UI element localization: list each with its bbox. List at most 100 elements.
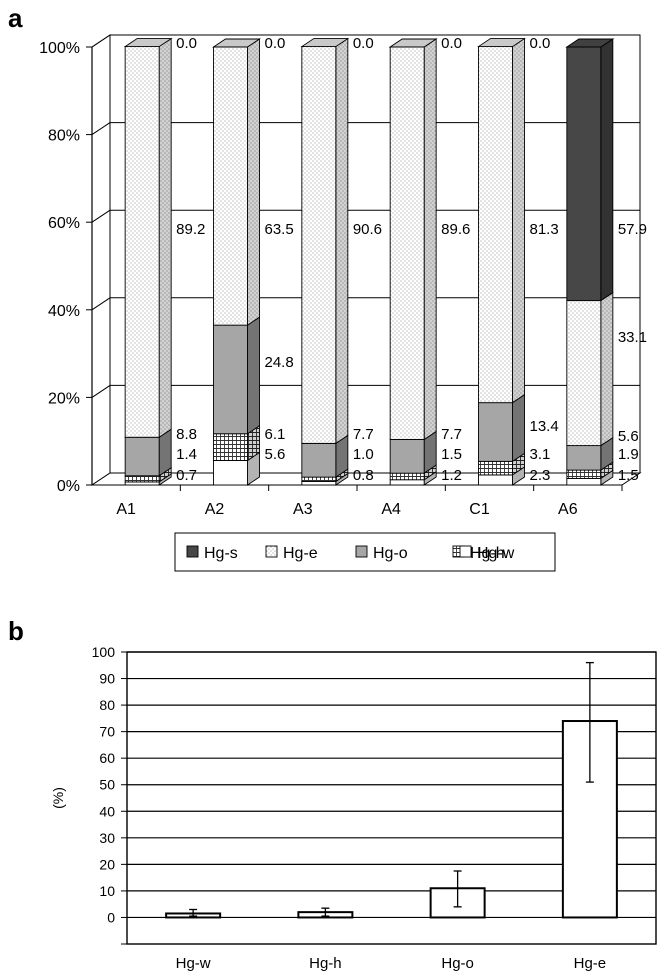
data-label: 3.1	[530, 446, 551, 463]
legend-label: Hg-h	[470, 545, 505, 562]
bar-segment	[213, 46, 248, 326]
data-label: 7.7	[441, 426, 462, 443]
bar-segment	[213, 433, 248, 461]
bar-segment-side	[512, 37, 525, 404]
legend-label: Hg-e	[283, 545, 318, 562]
data-label: 1.5	[441, 446, 462, 463]
x-tick-label: A3	[293, 501, 313, 518]
bar-segment	[213, 324, 248, 435]
y-tick-label: 20%	[48, 390, 80, 407]
y-tick-label: 0%	[57, 478, 80, 495]
bar-top	[388, 38, 438, 48]
legend-swatch	[265, 545, 278, 558]
bar-top	[212, 38, 261, 48]
bar-segment-side	[600, 38, 614, 302]
data-label: 0.0	[176, 35, 197, 52]
data-label: 0.0	[530, 35, 551, 52]
bar-segment	[124, 481, 160, 486]
x-tick-label: A2	[205, 501, 225, 518]
data-label: 7.7	[353, 426, 374, 443]
bar-segment	[301, 46, 337, 444]
legend-label: Hg-s	[204, 545, 238, 562]
panel-label-b: b	[8, 616, 24, 646]
bar-top	[123, 38, 173, 48]
back-wall	[110, 34, 641, 473]
y-tick-label: 0	[107, 909, 115, 925]
bar-segment	[124, 436, 160, 477]
y-axis-label: (%)	[50, 787, 66, 809]
gridline-side	[91, 34, 111, 48]
bar-segment-side	[423, 38, 437, 441]
legend-label: Hg-w	[477, 545, 515, 562]
bar-segment-side	[600, 291, 614, 447]
bar-segment	[478, 402, 513, 462]
y-tick-label: 80%	[48, 128, 80, 145]
bar-segment-side	[512, 393, 525, 463]
y-tick-label: 60%	[48, 215, 80, 232]
y-tick-label: 60	[99, 750, 115, 766]
data-label: 89.2	[176, 221, 205, 238]
legend-swatch	[355, 545, 368, 558]
y-tick-label: 90	[99, 671, 115, 687]
bar-top	[565, 38, 615, 48]
legend-label: Hg-o	[373, 545, 408, 562]
side-wall	[91, 34, 111, 486]
gridline-side	[91, 209, 111, 223]
data-label: 8.8	[176, 426, 197, 443]
data-label: 0.7	[176, 467, 197, 484]
bar-segment	[566, 477, 602, 486]
panel-label-a: a	[8, 3, 23, 33]
data-label: 1.9	[618, 446, 639, 463]
data-label: 6.1	[265, 426, 286, 443]
data-label: 1.5	[618, 467, 639, 484]
data-label: 0.8	[353, 467, 374, 484]
data-label: 5.6	[618, 428, 639, 445]
panel-b: b 0 10 20 30 40 50 60 70 80 90 100 (%) Hg-w Hg-h Hg-o Hg…	[8, 616, 657, 972]
data-label: 81.3	[530, 221, 559, 238]
data-label: 33.1	[618, 329, 647, 346]
data-label: 0.0	[441, 35, 462, 52]
data-label: 63.5	[265, 221, 294, 238]
bar-segment	[389, 479, 425, 486]
y-tick-label: 20	[99, 856, 115, 872]
gridline-side	[91, 122, 111, 136]
data-label: 57.9	[618, 221, 647, 238]
data-label: 1.2	[441, 467, 462, 484]
bar-segment	[566, 469, 602, 479]
data-label: 1.0	[353, 446, 374, 463]
x-tick-label: C1	[469, 501, 490, 518]
data-label: 13.4	[530, 418, 559, 435]
bar-segment	[301, 442, 337, 478]
bar-segment	[389, 472, 425, 481]
data-label: 0.0	[265, 35, 286, 52]
panel-a: a 0% 20% 40% 60% 80% 100% A1 0.7 1.4 8.8 89.2 0.0 A2 5…	[8, 3, 647, 572]
x-tick-label: Hg-w	[176, 955, 211, 972]
y-tick-label: 40%	[48, 303, 80, 320]
bar-segment	[124, 46, 160, 438]
gridline-side	[91, 384, 111, 398]
y-tick-label: 50	[99, 777, 115, 793]
legend-swatch	[459, 545, 472, 558]
y-tick-label: 40	[99, 803, 115, 819]
bar-segment	[389, 46, 425, 440]
data-label: 1.4	[176, 446, 197, 463]
y-tick-label: 70	[99, 724, 115, 740]
bar-top	[477, 38, 526, 48]
bar-top	[300, 38, 350, 48]
y-tick-label: 100%	[39, 40, 80, 57]
bar-segment-side	[335, 37, 349, 445]
data-label: 5.6	[265, 446, 286, 463]
data-label: 89.6	[441, 221, 470, 238]
gridline-side	[91, 297, 111, 311]
bar-segment	[389, 438, 425, 474]
y-tick-label: 100	[92, 644, 116, 660]
y-tick-label: 10	[99, 883, 115, 899]
x-tick-label: A1	[116, 501, 136, 518]
bar-segment	[301, 481, 337, 486]
bar-segment	[301, 476, 337, 482]
data-label: 90.6	[353, 221, 382, 238]
x-tick-label: Hg-o	[441, 955, 474, 972]
data-label: 0.0	[353, 35, 374, 52]
bar-segment	[478, 460, 513, 476]
